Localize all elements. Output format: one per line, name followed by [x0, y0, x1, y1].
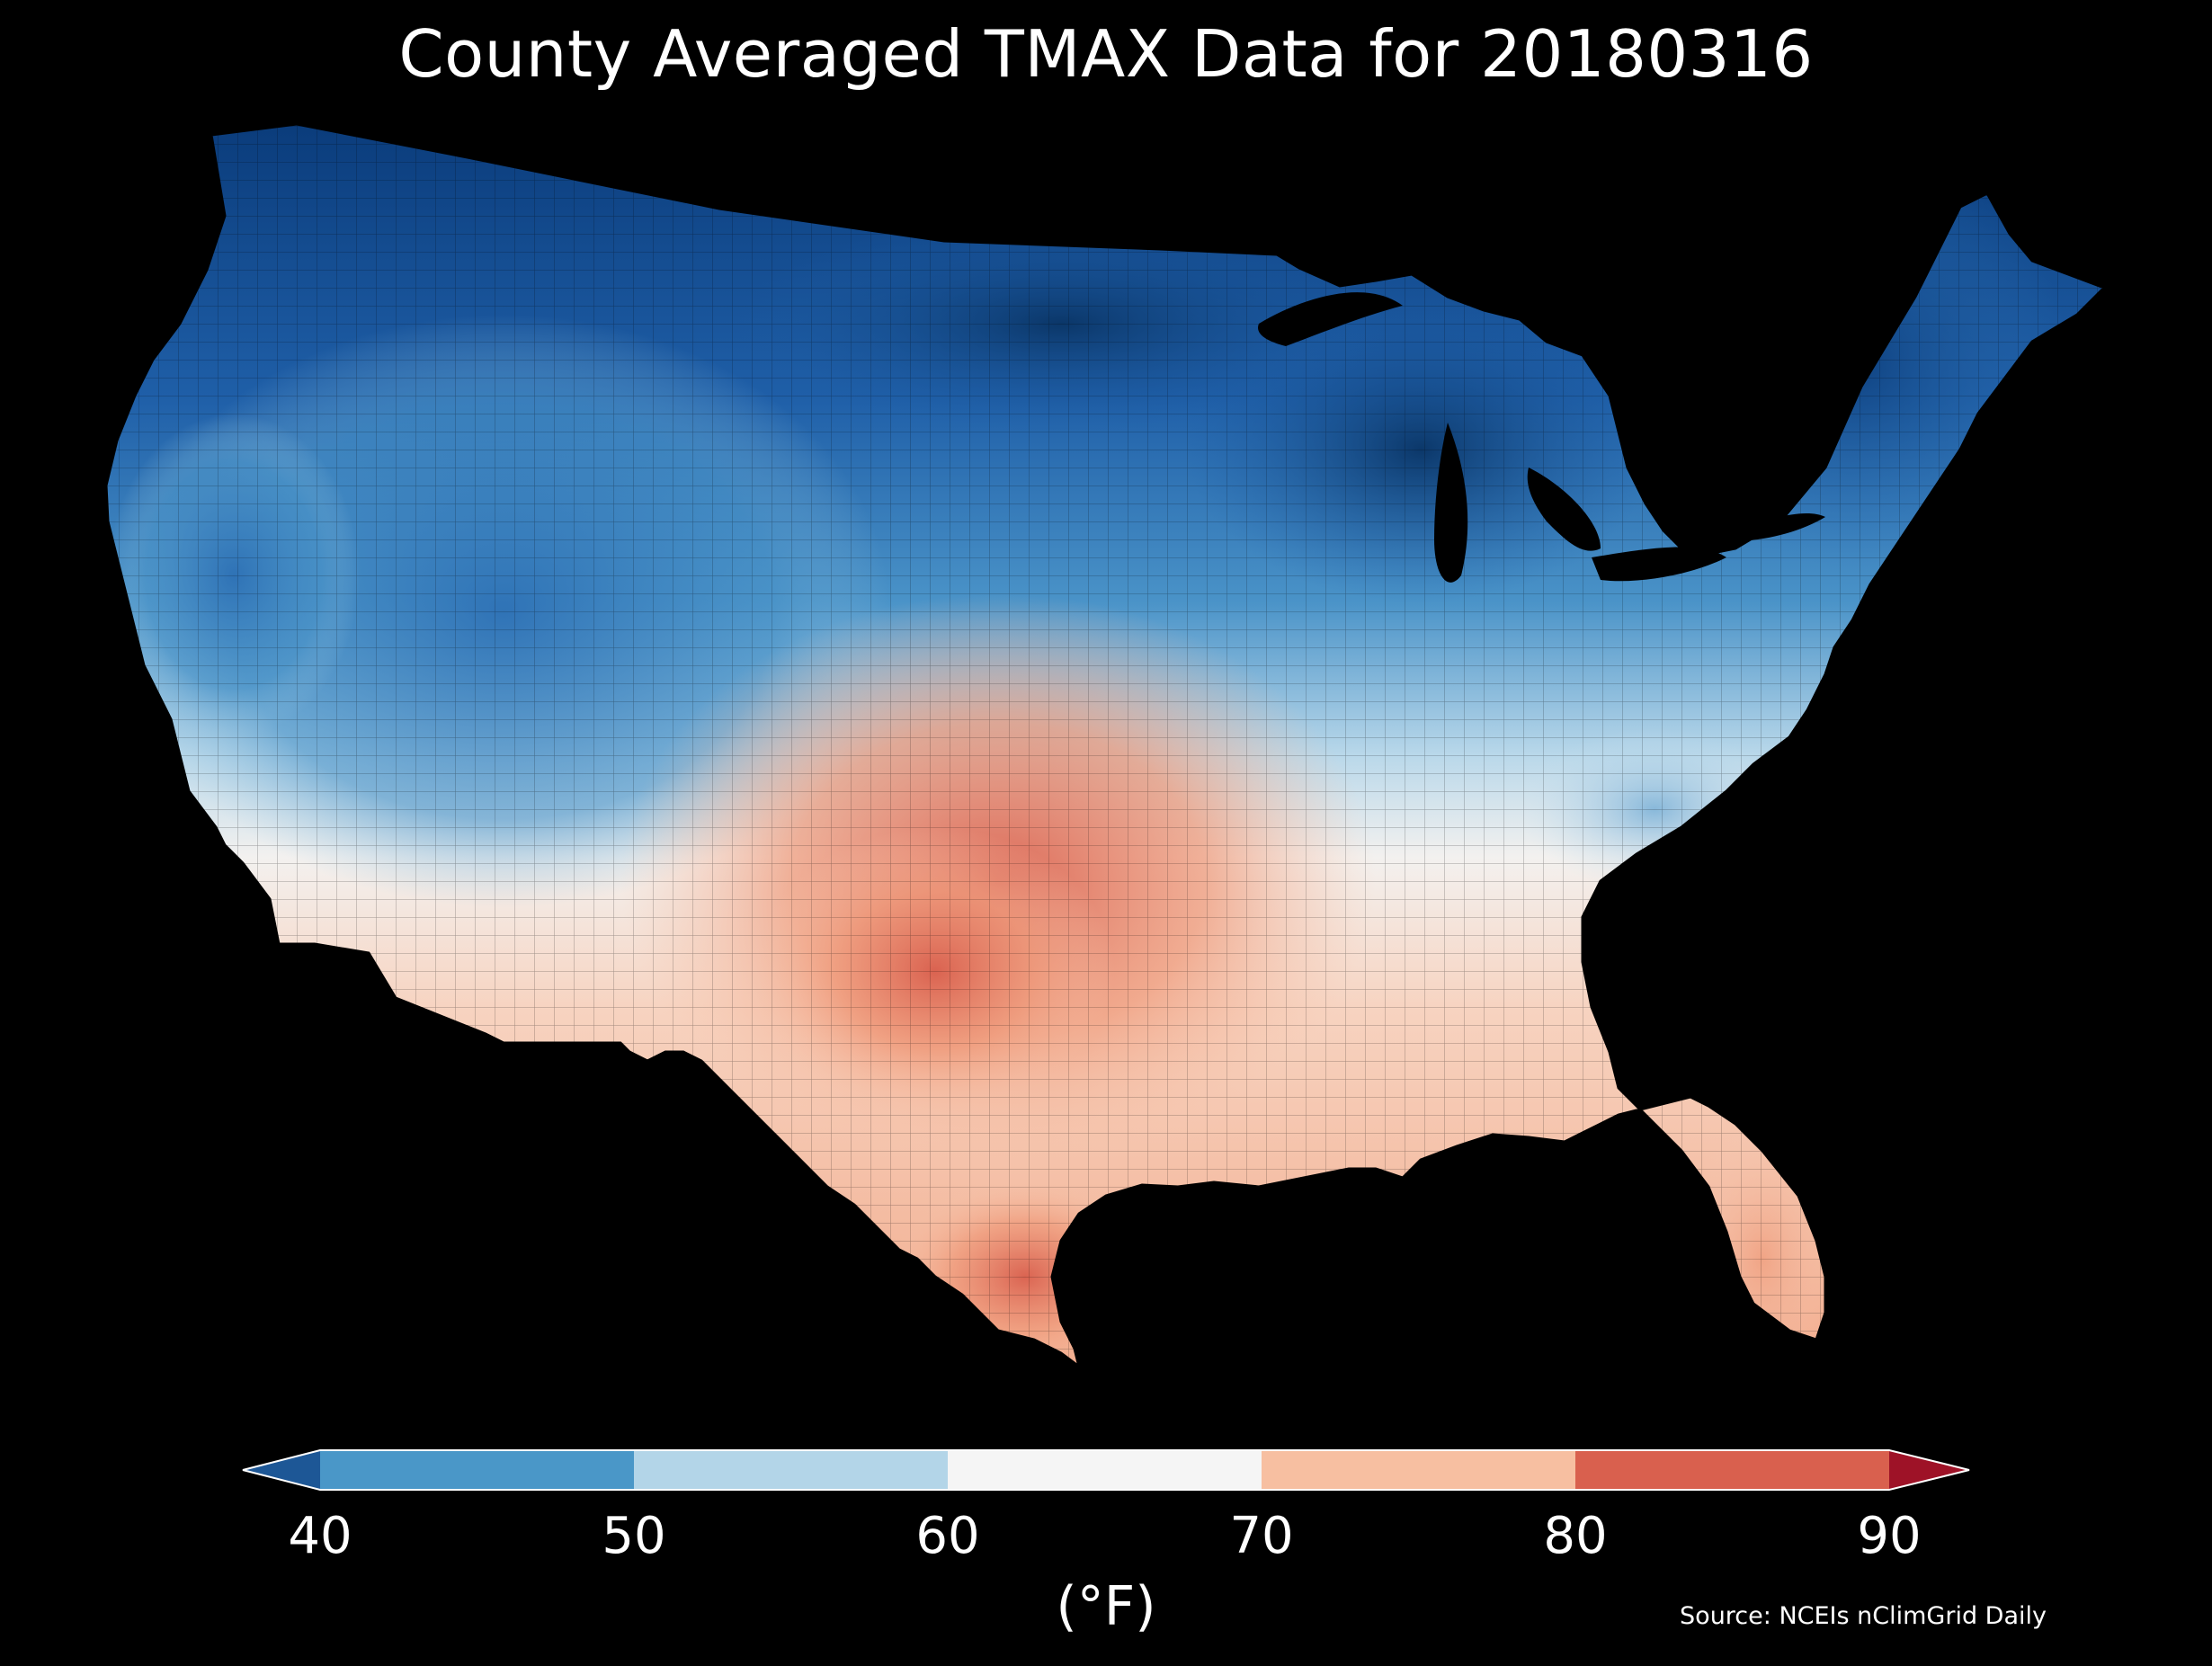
map-title: County Averaged TMAX Data for 20180316: [398, 16, 1814, 92]
colorbar-bin-60-70: [948, 1450, 1262, 1490]
colorbar-tick-60: 60: [915, 1507, 980, 1565]
source-credit: Source: NCEIs nClimGrid Daily: [1680, 1602, 2047, 1630]
great-lakes: [1258, 292, 1825, 583]
colorbar-bin-50-60: [634, 1450, 948, 1490]
colorbar-high-extension: [1889, 1450, 1969, 1490]
colorbar-low-extension: [243, 1450, 320, 1490]
colorbar-tick-50: 50: [602, 1507, 666, 1565]
colorbar-tick-90: 90: [1857, 1507, 1922, 1565]
colorbar-bin-40-50: [320, 1450, 634, 1490]
colorbar-bin-80-90: [1575, 1450, 1889, 1490]
colorbar-bin-70-80: [1262, 1450, 1575, 1490]
colorbar-tick-70: 70: [1229, 1507, 1294, 1565]
colorbar-tick-40: 40: [288, 1507, 352, 1565]
colorbar-unit-label: (°F): [1056, 1575, 1156, 1638]
colorbar-tick-80: 80: [1543, 1507, 1608, 1565]
